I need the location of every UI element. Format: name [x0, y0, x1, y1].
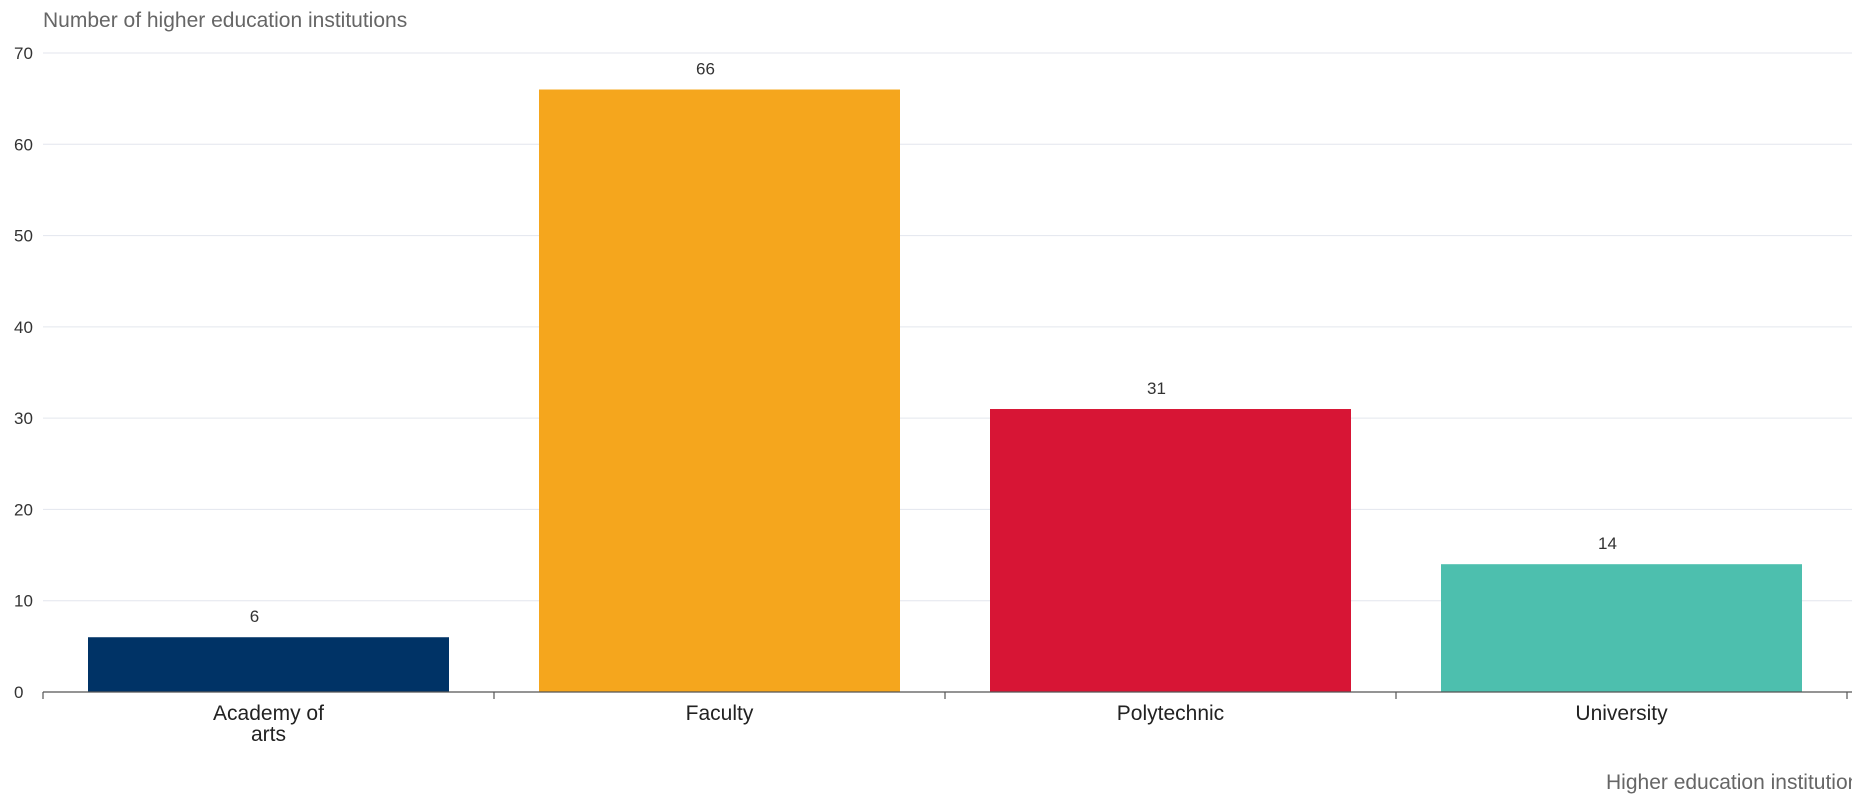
y-tick-label: 0	[14, 683, 23, 702]
data-label: 66	[696, 60, 715, 79]
x-tick-label-line: arts	[251, 723, 286, 746]
x-axis-ticks: Academy of arts Faculty Polytechnic Universi…	[213, 702, 1668, 746]
x-tick-label: University	[1575, 702, 1668, 725]
x-tick-label: Polytechnic	[1117, 702, 1224, 725]
y-tick-label: 30	[14, 409, 33, 428]
x-tick-label-line: Polytechnic	[1117, 702, 1224, 725]
y-tick-label: 50	[14, 227, 33, 246]
x-tick-label: Faculty	[686, 702, 754, 725]
y-tick-label: 60	[14, 135, 33, 154]
bar	[539, 89, 900, 692]
bar	[990, 409, 1351, 692]
x-tick-label-line: University	[1575, 702, 1668, 725]
y-axis-ticks: 0 10 20 30 40 50 60 70	[14, 44, 33, 702]
y-tick-label: 70	[14, 44, 33, 63]
bars	[88, 89, 1802, 692]
y-axis-title: Number of higher education institutions	[43, 9, 407, 32]
x-tick-label: Academy of arts	[213, 702, 324, 746]
x-tick-label-line: Faculty	[686, 702, 754, 725]
gridlines	[43, 52, 1852, 602]
x-tick-label-line: Academy of	[213, 702, 324, 725]
data-label: 6	[250, 607, 259, 626]
y-tick-label: 40	[14, 318, 33, 337]
x-axis	[42, 691, 1852, 699]
bar	[1441, 564, 1802, 692]
y-tick-label: 20	[14, 500, 33, 519]
x-axis-title: Higher education institution	[1606, 771, 1852, 794]
data-label: 14	[1598, 534, 1617, 553]
y-tick-label: 10	[14, 592, 33, 611]
bar	[88, 637, 449, 692]
data-label: 31	[1147, 379, 1166, 398]
